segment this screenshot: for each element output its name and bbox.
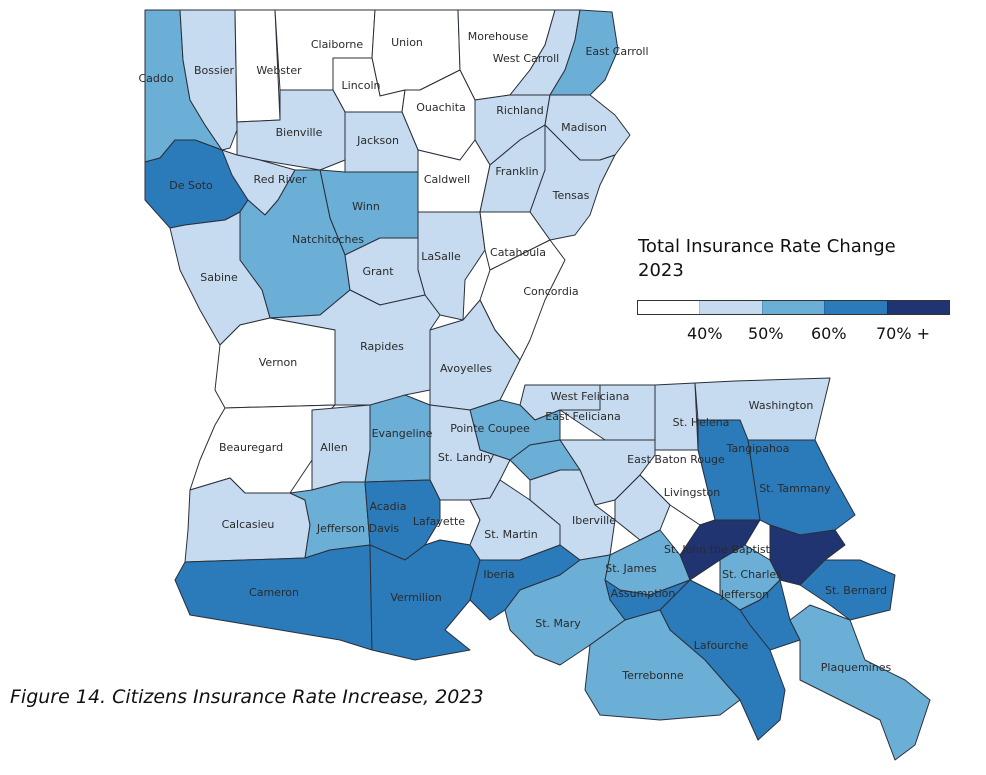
parish-tensas xyxy=(529,124,616,241)
parish-label-sabine: Sabine xyxy=(200,271,238,284)
parish-label-webster: Webster xyxy=(256,64,302,77)
parish-st-mary xyxy=(504,554,626,666)
parish-livingston xyxy=(639,449,716,526)
parish-label-concordia: Concordia xyxy=(523,285,578,298)
parish-label-cameron: Cameron xyxy=(249,586,299,599)
parish-sabine xyxy=(169,211,271,346)
legend-tick-60: 60% xyxy=(811,324,847,343)
parish-label-natchitoches: Natchitoches xyxy=(292,233,364,246)
parish-label-terrebonne: Terrebonne xyxy=(621,669,684,682)
parish-label-st-bernard: St. Bernard xyxy=(825,584,887,597)
parish-label-bossier: Bossier xyxy=(194,64,235,77)
parish-ascension xyxy=(614,474,671,541)
parish-label-catahoula: Catahoula xyxy=(490,246,546,259)
parish-label-pointe-coupee: Pointe Coupee xyxy=(450,422,530,435)
parish-label-grant: Grant xyxy=(362,265,394,278)
parish-label-plaquemines: Plaquemines xyxy=(821,661,892,674)
parish-label-east-baton-rouge: East Baton Rouge xyxy=(627,453,725,466)
legend-color-bar xyxy=(637,300,950,315)
legend-tick-40: 40% xyxy=(687,324,723,343)
parish-label-lafourche: Lafourche xyxy=(694,639,749,652)
parish-label-st-martin: St. Martin xyxy=(484,528,537,541)
parish-west-baton-rouge xyxy=(509,439,581,481)
legend-swatch-4 xyxy=(886,301,950,314)
parish-label-richland: Richland xyxy=(496,104,543,117)
legend-title: Total Insurance Rate Change 2023 xyxy=(638,235,896,283)
parish-label-caldwell: Caldwell xyxy=(424,173,470,186)
parish-label-calcasieu: Calcasieu xyxy=(222,518,275,531)
parish-cameron xyxy=(174,544,373,651)
parish-label-st-tammany: St. Tammany xyxy=(759,482,831,495)
figure-caption: Figure 14. Citizens Insurance Rate Incre… xyxy=(10,686,484,708)
parish-label-winn: Winn xyxy=(352,200,380,213)
legend-swatch-3 xyxy=(824,301,887,314)
parish-label-bienville: Bienville xyxy=(276,126,323,139)
parish-label-madison: Madison xyxy=(561,121,607,134)
parish-label-beauregard: Beauregard xyxy=(219,441,283,454)
parish-label-tangipahoa: Tangipahoa xyxy=(726,442,790,455)
legend-swatch-0 xyxy=(638,301,700,314)
parish-vernon xyxy=(214,317,336,409)
parish-shapes xyxy=(144,9,931,761)
parish-label-lincoln: Lincoln xyxy=(342,79,381,92)
parish-label-vernon: Vernon xyxy=(259,356,297,369)
parish-label-st-john-the-baptist: St. John the Baptist xyxy=(664,543,771,556)
legend-swatch-1 xyxy=(699,301,762,314)
parish-label-west-feliciana: West Feliciana xyxy=(551,390,630,403)
parish-label-st-landry: St. Landry xyxy=(438,451,495,464)
parish-terrebonne xyxy=(584,609,741,721)
parish-label-st-james: St. James xyxy=(605,562,657,575)
parish-label-iberville: Iberville xyxy=(572,514,616,527)
parish-label-franklin: Franklin xyxy=(495,165,538,178)
parish-label-claiborne: Claiborne xyxy=(311,38,364,51)
parish-label-lasalle: LaSalle xyxy=(421,250,461,263)
parish-label-caddo: Caddo xyxy=(138,72,173,85)
parish-label-avoyelles: Avoyelles xyxy=(440,362,492,375)
parish-label-jefferson-davis: Jefferson Davis xyxy=(316,522,400,535)
parish-label-assumption: Assumption xyxy=(611,587,676,600)
parish-label-de-soto: De Soto xyxy=(169,179,213,192)
legend-tick-50: 50% xyxy=(748,324,784,343)
parish-label-rapides: Rapides xyxy=(360,340,404,353)
parish-label-iberia: Iberia xyxy=(483,568,514,581)
parish-label-lafayette: Lafayette xyxy=(413,515,465,528)
legend-tick-70-plus: 70% + xyxy=(876,324,931,343)
parish-label-morehouse: Morehouse xyxy=(468,30,529,43)
parish-st-bernard xyxy=(799,559,896,621)
parish-label-ouachita: Ouachita xyxy=(416,101,466,114)
parish-avoyelles xyxy=(429,299,521,411)
parish-labels: Caddo Bossier Webster Claiborne Union Morehou… xyxy=(138,30,891,682)
legend-swatch-2 xyxy=(761,301,825,314)
parish-label-st-mary: St. Mary xyxy=(535,617,581,630)
parish-label-east-feliciana: East Feliciana xyxy=(545,410,620,423)
legend-title-line2: 2023 xyxy=(638,260,684,281)
parish-label-st-charles: St. Charles xyxy=(722,568,782,581)
parish-label-washington: Washington xyxy=(749,399,814,412)
parish-label-acadia: Acadia xyxy=(370,500,407,513)
parish-label-west-carroll: West Carroll xyxy=(493,52,559,65)
legend-title-line1: Total Insurance Rate Change xyxy=(638,236,896,257)
parish-label-allen: Allen xyxy=(320,441,347,454)
parish-label-st-helena: St. Helena xyxy=(673,416,730,429)
parish-label-vermilion: Vermilion xyxy=(390,591,441,604)
parish-label-jackson: Jackson xyxy=(356,134,399,147)
parish-plaquemines xyxy=(789,604,931,761)
parish-label-tensas: Tensas xyxy=(552,189,590,202)
parish-label-east-carroll: East Carroll xyxy=(585,45,648,58)
parish-label-union: Union xyxy=(391,36,423,49)
parish-label-red-river: Red River xyxy=(254,173,307,186)
parish-label-jefferson: Jefferson xyxy=(720,588,769,601)
parish-label-livingston: Livingston xyxy=(664,486,720,499)
parish-label-evangeline: Evangeline xyxy=(372,427,433,440)
